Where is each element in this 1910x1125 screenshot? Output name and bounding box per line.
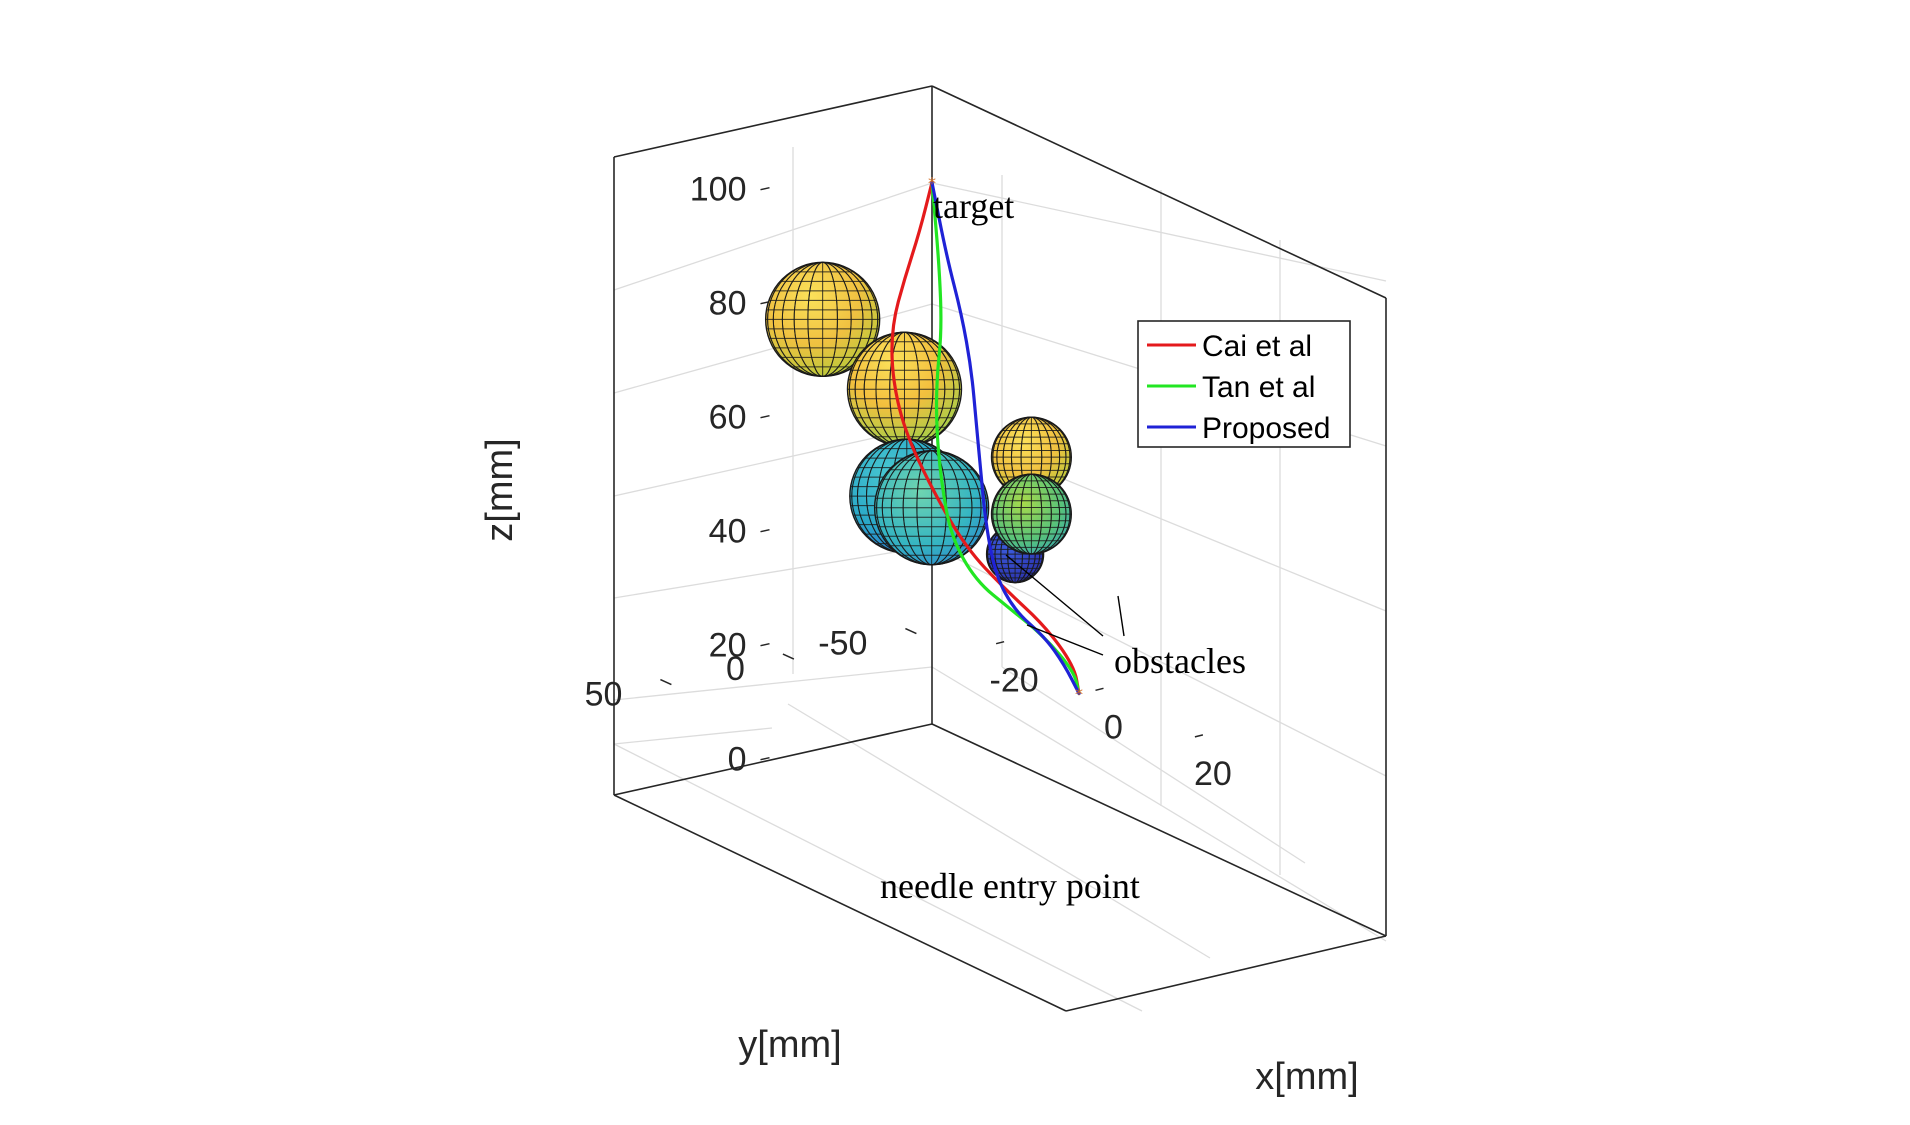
x-tick-label: 20 — [1194, 755, 1232, 793]
y-axis-label: y[mm] — [738, 1024, 841, 1066]
y-tick-mark — [660, 678, 672, 686]
x-axis-label: x[mm] — [1255, 1056, 1358, 1098]
y-tick-label: 50 — [585, 676, 623, 714]
entry-marker: * — [1075, 684, 1083, 703]
series-layer: ** — [890, 174, 1083, 703]
x-tick-mark — [1095, 687, 1104, 692]
z-tick-mark — [760, 756, 770, 761]
x-tick-mark — [995, 640, 1005, 645]
series-line — [930, 180, 1081, 695]
series-line — [890, 180, 1081, 695]
z-tick-label: 40 — [709, 513, 747, 551]
obstacle-sphere — [764, 261, 881, 378]
legend-label-tan: Tan et al — [1202, 371, 1315, 404]
annotation-target: target — [933, 186, 1014, 226]
z-tick-mark — [760, 414, 770, 419]
y-ticks: -50 0 50 — [585, 625, 917, 714]
z-tick-mark — [760, 186, 770, 191]
z-tick-label: 80 — [709, 285, 747, 323]
annotation-entry: needle entry point — [880, 866, 1140, 906]
legend: Cai et al Tan et al Proposed — [1137, 320, 1351, 448]
y-tick-label: -50 — [818, 625, 867, 663]
y-tick-label: 0 — [726, 650, 745, 688]
obstacle-pointer-3 — [1117, 595, 1125, 637]
obstacles-layer — [764, 261, 1073, 584]
x-tick-label: -20 — [990, 662, 1039, 700]
z-tick-label: 60 — [709, 399, 747, 437]
obstacle-sphere — [990, 473, 1073, 555]
obstacle-pointer-1 — [1005, 554, 1104, 637]
x-tick-mark — [1194, 734, 1204, 738]
obstacle-pointer-2 — [1026, 624, 1104, 656]
z-tick-label: 0 — [728, 741, 747, 779]
annotation-obstacles: obstacles — [1114, 641, 1246, 681]
y-tick-mark — [782, 653, 795, 660]
axes-box — [613, 85, 1387, 1012]
z-tick-mark — [760, 642, 770, 647]
y-tick-mark — [905, 627, 917, 635]
z-tick-label: 100 — [690, 171, 747, 209]
series-line — [930, 180, 1081, 695]
obstacle-sphere — [873, 450, 990, 566]
z-tick-label: 20 — [709, 627, 747, 665]
x-ticks: -20 0 20 — [990, 640, 1232, 793]
annotations: target needle entry point obstacles — [880, 186, 1246, 906]
legend-label-cai: Cai et al — [1202, 330, 1312, 363]
legend-label-proposed: Proposed — [1202, 412, 1330, 445]
x-tick-label: 0 — [1104, 708, 1123, 746]
grid-lines — [613, 147, 1387, 1012]
z-axis-label: z[mm] — [479, 438, 521, 541]
z-tick-mark — [760, 528, 770, 533]
target-marker: * — [928, 174, 936, 193]
